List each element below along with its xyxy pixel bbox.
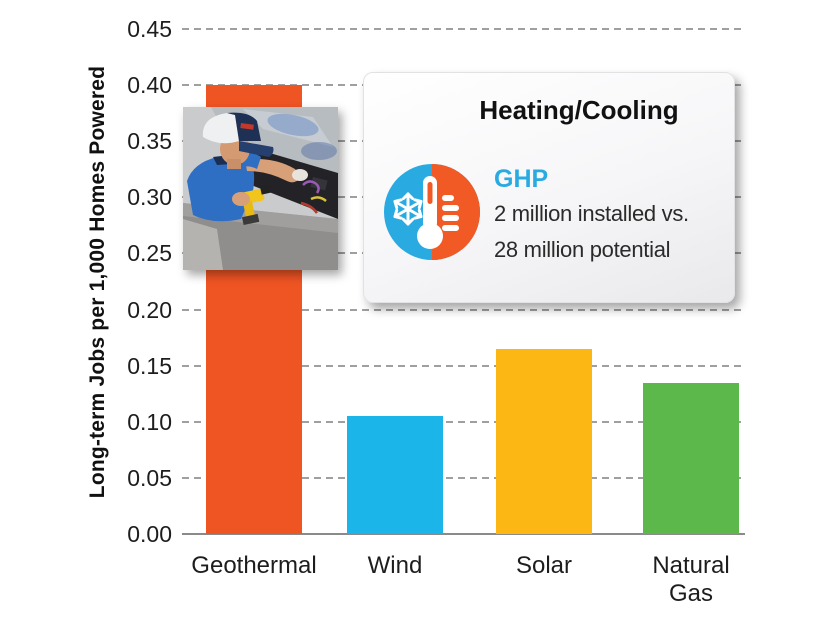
callout-line-2: 28 million potential — [494, 237, 671, 262]
bar-solar — [496, 348, 592, 534]
heat-level-bars-icon — [442, 195, 459, 231]
y-tick-label-0.40: 0.40 — [127, 72, 172, 99]
x-label-geothermal: Geothermal — [191, 552, 317, 579]
y-tick-label-0.20: 0.20 — [127, 296, 172, 323]
gridline-0.45 — [182, 28, 745, 30]
callout-content: GHP 2 million installed vs. 28 million p… — [364, 162, 734, 268]
gridline-0.10 — [182, 420, 745, 423]
y-tick-label-0.05: 0.05 — [127, 464, 172, 491]
technician-photo — [183, 107, 338, 270]
gridline-0.20 — [182, 308, 745, 311]
snowflake-icon — [391, 192, 425, 226]
y-tick-label-0.10: 0.10 — [127, 408, 172, 435]
callout-line-1: 2 million installed vs. — [494, 201, 689, 226]
x-label-natural-gas: Natural Gas — [652, 552, 730, 607]
y-tick-label-0.35: 0.35 — [127, 128, 172, 155]
y-tick-label-0.15: 0.15 — [127, 352, 172, 379]
x-label-solar: Solar — [515, 552, 573, 579]
x-axis-line — [182, 533, 745, 535]
callout-text: GHP 2 million installed vs. 28 million p… — [494, 162, 689, 268]
heating-cooling-icon — [384, 164, 480, 260]
y-tick-label-0.00: 0.00 — [127, 521, 172, 547]
icon-heat-half — [432, 164, 480, 260]
thermometer-icon — [417, 176, 443, 249]
y-tick-label-0.30: 0.30 — [127, 184, 172, 211]
gridline-0.05 — [182, 476, 745, 479]
technician-photo-illustration — [183, 107, 338, 270]
ghp-label: GHP — [494, 165, 549, 193]
bar-natural-gas — [643, 382, 739, 534]
bar-wind — [347, 416, 443, 534]
y-tick-label-0.45: 0.45 — [127, 16, 172, 42]
x-label-wind: Wind — [367, 552, 423, 579]
callout-title: Heating/Cooling — [479, 95, 679, 125]
y-tick-label-0.25: 0.25 — [127, 240, 172, 267]
heating-cooling-callout: Heating/Cooling — [363, 72, 735, 303]
gridline-0.15 — [182, 364, 745, 367]
